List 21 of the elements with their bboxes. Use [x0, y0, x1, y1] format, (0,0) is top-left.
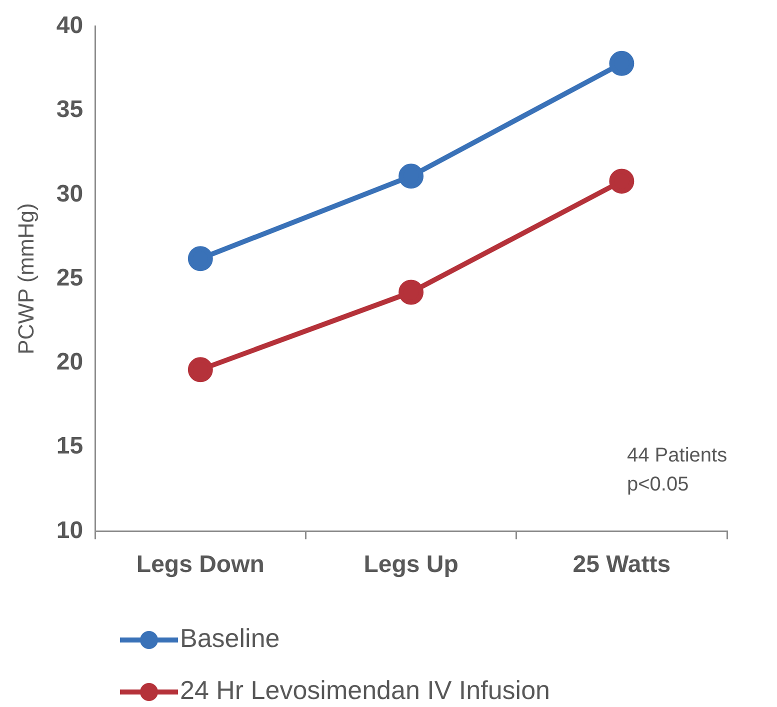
y-tick-label: 10: [56, 516, 84, 544]
y-tick-label: 40: [56, 12, 84, 40]
point: [609, 168, 634, 194]
point: [609, 50, 634, 76]
legend-label: 24 Hr Levosimendan IV Infusion: [180, 675, 550, 706]
y-tick-label: 20: [56, 348, 84, 376]
x-tick-label: Legs Down: [136, 551, 264, 578]
point: [398, 164, 424, 189]
point: [188, 246, 213, 272]
y-axis-title: PCWP (mmHg): [13, 203, 38, 354]
y-tick-label: 35: [56, 96, 84, 124]
y-tick-label: 15: [56, 432, 84, 460]
annotation: p<0.05: [627, 474, 689, 496]
y-tick-label: 25: [56, 264, 84, 292]
y-tick-label: 30: [56, 180, 84, 208]
x-tick-label: Legs Up: [364, 551, 458, 578]
annotation: 44 Patients: [627, 444, 728, 467]
x-tick-label: 25 Watts: [572, 551, 671, 578]
point: [398, 280, 424, 305]
legend-label: Baseline: [180, 623, 280, 654]
point: [188, 357, 213, 382]
